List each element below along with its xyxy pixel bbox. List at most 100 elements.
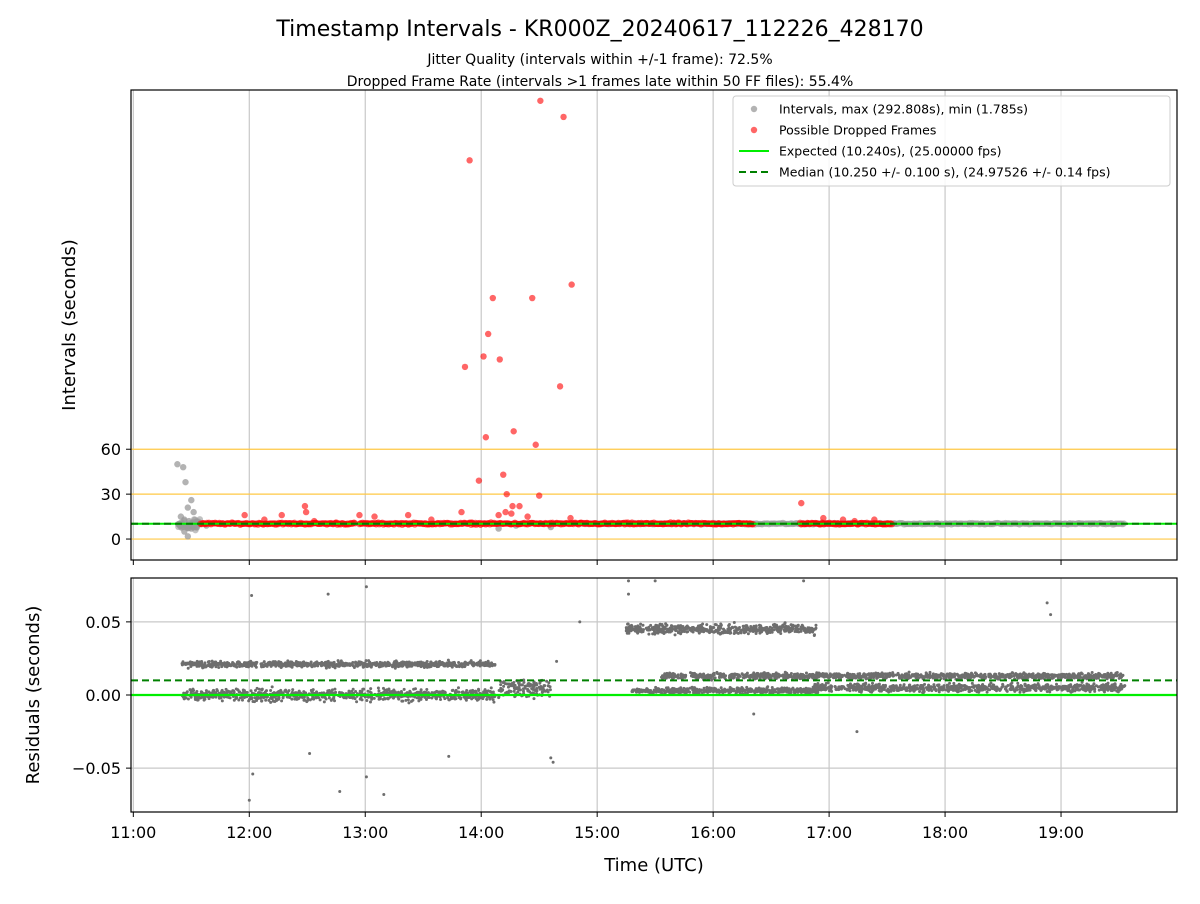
residual-point (903, 683, 906, 686)
residual-point (737, 675, 740, 678)
residual-point (401, 662, 404, 665)
interval-point (188, 497, 194, 503)
dropped-frame-point (462, 364, 468, 370)
residual-point (439, 698, 442, 701)
residual-point (229, 696, 232, 699)
residual-point (434, 661, 437, 664)
residual-point (1006, 684, 1009, 687)
residual-point (764, 691, 767, 694)
residual-point (391, 665, 394, 668)
residual-point (732, 675, 735, 678)
residual-point (387, 664, 390, 667)
residual-point (758, 626, 761, 629)
residual-point (195, 690, 198, 693)
residual-point (814, 624, 817, 627)
residual-point (1018, 688, 1021, 691)
residual-point (660, 630, 663, 633)
residual-point (798, 689, 801, 692)
residual-point (284, 689, 287, 692)
residual-point (211, 690, 214, 693)
dropped-frame-point (303, 509, 309, 515)
residual-point (769, 676, 772, 679)
residual-point (719, 672, 722, 675)
residual-point (256, 687, 259, 690)
residual-point (645, 687, 648, 690)
residual-point (733, 621, 736, 624)
residual-point (916, 684, 919, 687)
residual-point (687, 689, 690, 692)
residual-point (684, 691, 687, 694)
residual-point (333, 661, 336, 664)
residual-point (512, 683, 515, 686)
residual-point (638, 689, 641, 692)
residual-point (753, 690, 756, 693)
residual-point (321, 696, 324, 699)
residual-point (660, 676, 663, 679)
residual-point (208, 697, 211, 700)
residual-point (302, 699, 305, 702)
residual-point (759, 674, 762, 677)
residual-point (679, 624, 682, 627)
residual-point (451, 662, 454, 665)
residual-point (366, 665, 369, 668)
residual-point (425, 688, 428, 691)
dropped-frame-point (502, 509, 508, 515)
residual-point (746, 626, 749, 629)
residual-point (651, 632, 654, 635)
dropped-frame-point (480, 353, 486, 359)
residual-point (203, 699, 206, 702)
residual-point (248, 661, 251, 664)
residual-point (726, 628, 729, 631)
residual-point (659, 689, 662, 692)
residual-point (530, 687, 533, 690)
residual-point (379, 665, 382, 668)
residual-point (531, 691, 534, 694)
residual-point (899, 684, 902, 687)
residual-point (251, 661, 254, 664)
residual-point (740, 631, 743, 634)
residual-point (404, 699, 407, 702)
residual-point (410, 664, 413, 667)
residual-point (190, 691, 193, 694)
dropped-frame-point (871, 516, 877, 522)
residual-point (510, 690, 513, 693)
residual-point (910, 689, 913, 692)
residual-point (435, 697, 438, 700)
residual-point (362, 666, 365, 669)
residual-point (451, 689, 454, 692)
residual-point (675, 625, 678, 628)
residual-point (669, 673, 672, 676)
dropped-frame-point (356, 512, 362, 518)
residual-point (692, 691, 695, 694)
residual-point (221, 699, 224, 702)
dropped-frame-point (568, 281, 574, 287)
dropped-frame-point (508, 510, 514, 516)
residual-point (428, 665, 431, 668)
residual-point (423, 691, 426, 694)
residual-point (721, 690, 724, 693)
dropped-frame-point (560, 114, 566, 120)
residual-point (354, 697, 357, 700)
residual-point (502, 685, 505, 688)
residual-point (369, 687, 372, 690)
residual-point (765, 686, 768, 689)
residual-point (233, 699, 236, 702)
residual-point (901, 686, 904, 689)
dropped-frame-point (537, 98, 543, 104)
residual-point (181, 660, 184, 663)
residual-point (796, 627, 799, 630)
dropped-frame-point (483, 434, 489, 440)
residual-point (315, 660, 318, 663)
residual-point (763, 671, 766, 674)
residual-point (243, 691, 246, 694)
dropped-frame-point (261, 516, 267, 522)
dropped-frame-point (504, 491, 510, 497)
residual-point (797, 624, 800, 627)
residual-point (240, 696, 243, 699)
residual-point (678, 691, 681, 694)
residual-point (686, 627, 689, 630)
residual-point (865, 688, 868, 691)
residual-point (703, 676, 706, 679)
